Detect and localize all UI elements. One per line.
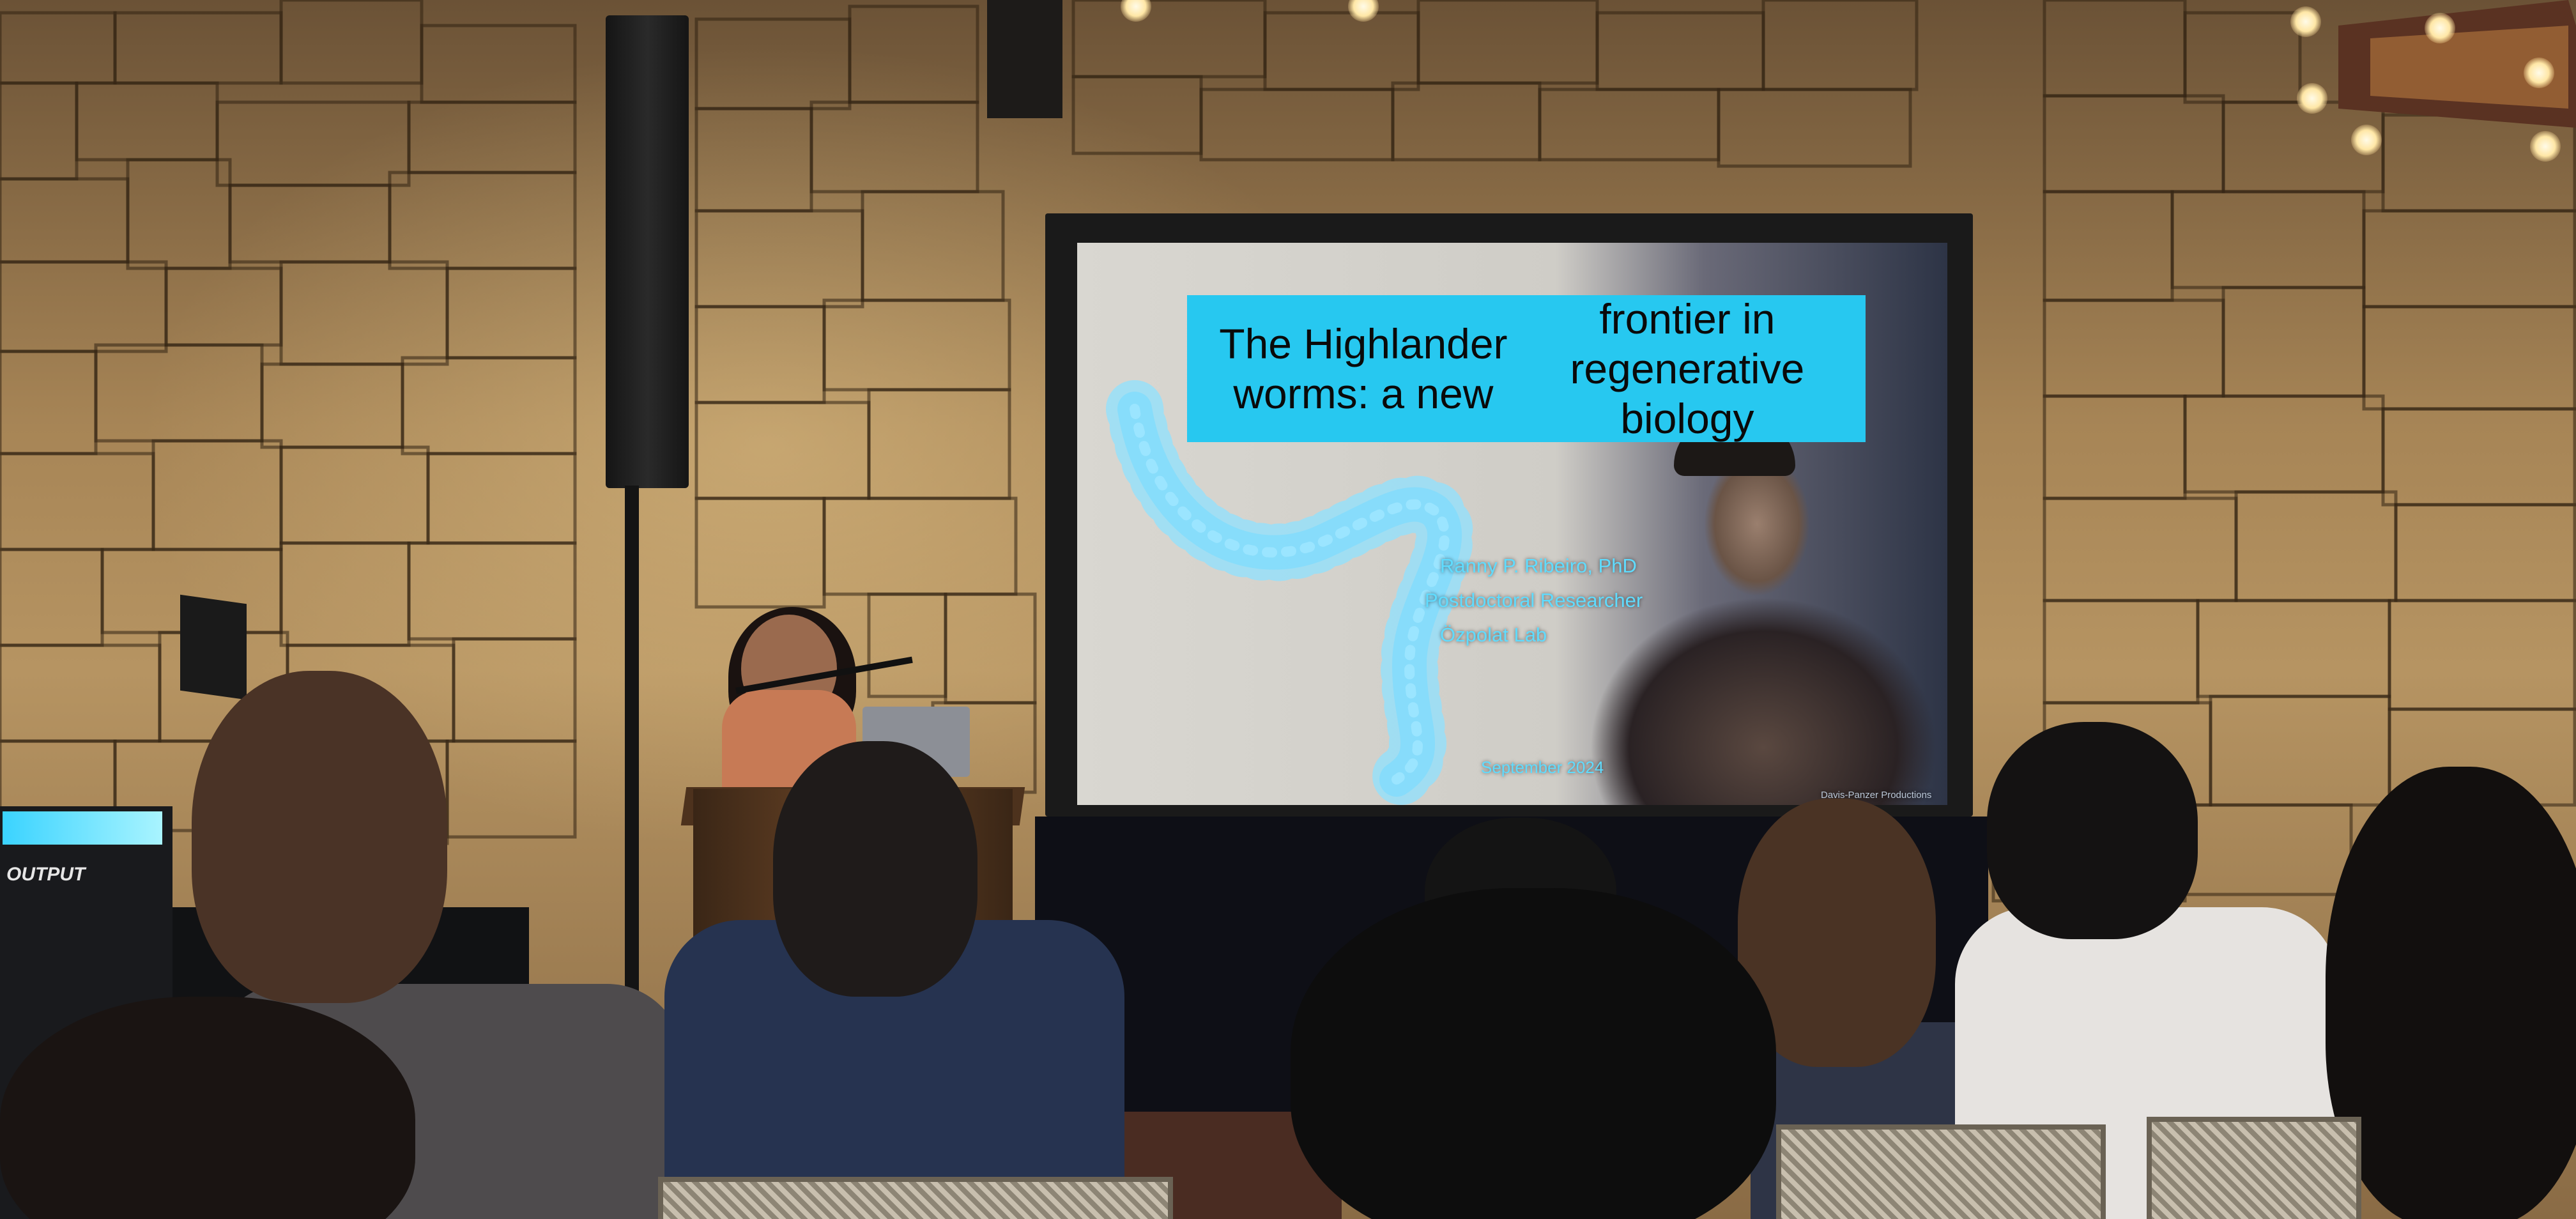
speaker-column [606,15,689,488]
stage-monitor [180,594,247,700]
presenter-lab: Özpolat Lab [1440,624,1547,646]
chandelier-bulb [2530,131,2561,162]
mixer-display [3,811,162,845]
chair-back [1776,1124,2106,1219]
chair-back [658,1177,1173,1219]
chandelier-bulb [2290,6,2321,37]
speaker-stand [625,486,639,1080]
presenter-role: Postdoctoral Researcher [1425,589,1643,611]
poster-portrait [1552,415,1949,805]
audience-member-head [192,671,447,1003]
chandelier-bulb [2297,83,2327,114]
chandelier-bulb [2425,13,2455,43]
slide-date: September 2024 [1481,758,1604,777]
slide-title: The Highlander worms: a new frontier in … [1187,295,1866,442]
worm-illustration [1106,380,1474,805]
chandelier-bulb [2351,125,2382,155]
ceiling-fixture [987,0,1062,118]
equipment-label: OUTPUT [6,864,86,885]
chair-back [2147,1117,2361,1219]
audience-member-head [1291,888,1776,1219]
audience-member-head [2326,767,2576,1219]
audience-member-head [1987,722,2198,939]
audience-member-head [773,741,977,997]
presenter-name: Ranny P. Ribeiro, PhD [1440,555,1637,577]
slide-credit: Davis-Panzer Productions [1821,790,1932,801]
chandelier [2338,0,2576,128]
audience-member-head [0,997,415,1219]
chandelier-bulb [2524,57,2554,88]
